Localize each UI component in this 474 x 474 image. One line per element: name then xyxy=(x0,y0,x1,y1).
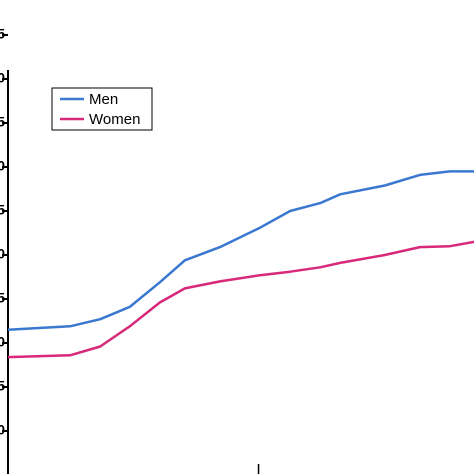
series-line xyxy=(7,170,474,332)
series-line xyxy=(7,240,474,359)
y-tick-label: 40 xyxy=(0,70,5,86)
legend-box xyxy=(51,87,153,131)
y-tick-label: 30 xyxy=(0,158,5,174)
legend-label: Women xyxy=(89,111,140,128)
y-tick-label: 25 xyxy=(0,202,5,218)
y-tick-label: 10 xyxy=(0,334,5,350)
y-tick-label: 20 xyxy=(0,246,5,262)
y-tick-label: 35 xyxy=(0,114,5,130)
legend-label: Men xyxy=(89,91,118,108)
y-tick-label: 0 xyxy=(0,422,5,438)
y-tick-label: 45 xyxy=(0,26,5,42)
y-tick-label: 5 xyxy=(0,378,5,394)
y-tick-label: 15 xyxy=(0,290,5,306)
